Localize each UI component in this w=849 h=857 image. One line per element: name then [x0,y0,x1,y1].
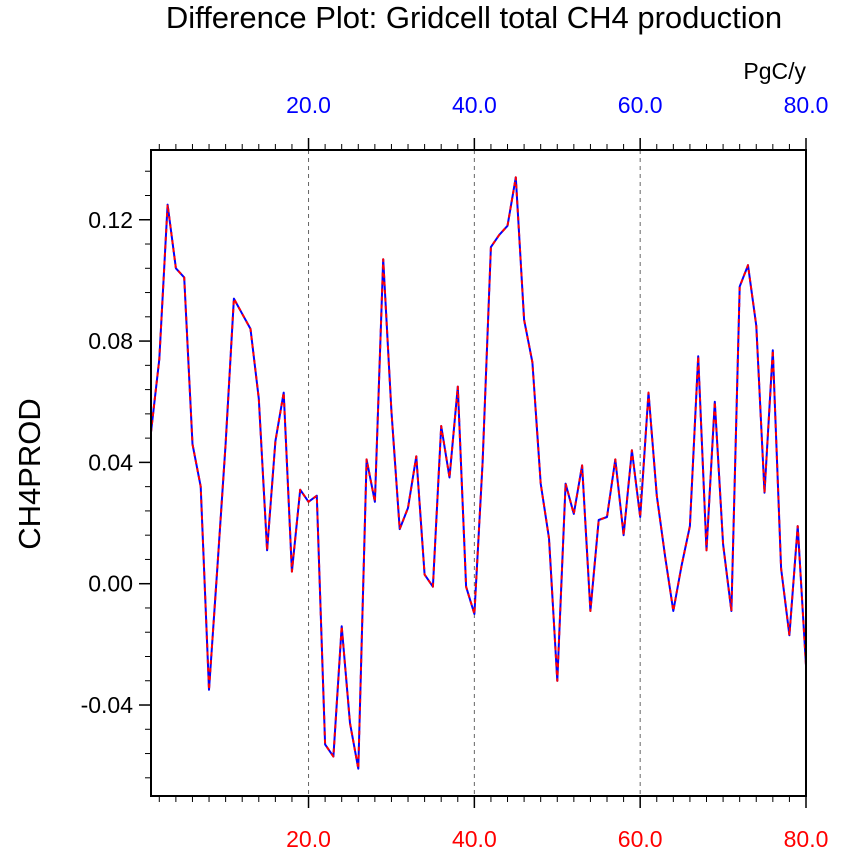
gridlines [308,150,641,796]
x-top-tick-label: 80.0 [784,92,829,118]
y-tick-label: 0.12 [88,207,133,233]
x-bottom-tick-label: 20.0 [286,826,331,852]
x-bottom-tick-label: 80.0 [784,826,829,852]
y-tick-label: -0.04 [81,692,134,718]
series-line-solid [150,176,807,770]
axis-tick-labels: -0.04 0.00 0.04 0.08 0.12 20.0 20.0 40.0 40.0 60.… [81,92,829,852]
x-top-tick-label: 60.0 [618,92,663,118]
y-tick-label: 0.04 [88,449,133,475]
series-line-dashed [150,176,807,770]
chart-title: Difference Plot: Gridcell total CH4 prod… [166,0,782,35]
units-label: PgC/y [743,58,806,84]
axis-ticks [139,138,807,808]
data-lines [150,176,807,770]
x-bottom-tick-label: 60.0 [618,826,663,852]
y-tick-label: 0.08 [88,328,133,354]
y-tick-label: 0.00 [88,571,133,597]
y-axis-label: CH4PROD [12,398,47,550]
x-bottom-tick-label: 40.0 [452,826,497,852]
x-top-tick-label: 40.0 [452,92,497,118]
plot-frame [150,149,807,797]
x-top-tick-label: 20.0 [286,92,331,118]
